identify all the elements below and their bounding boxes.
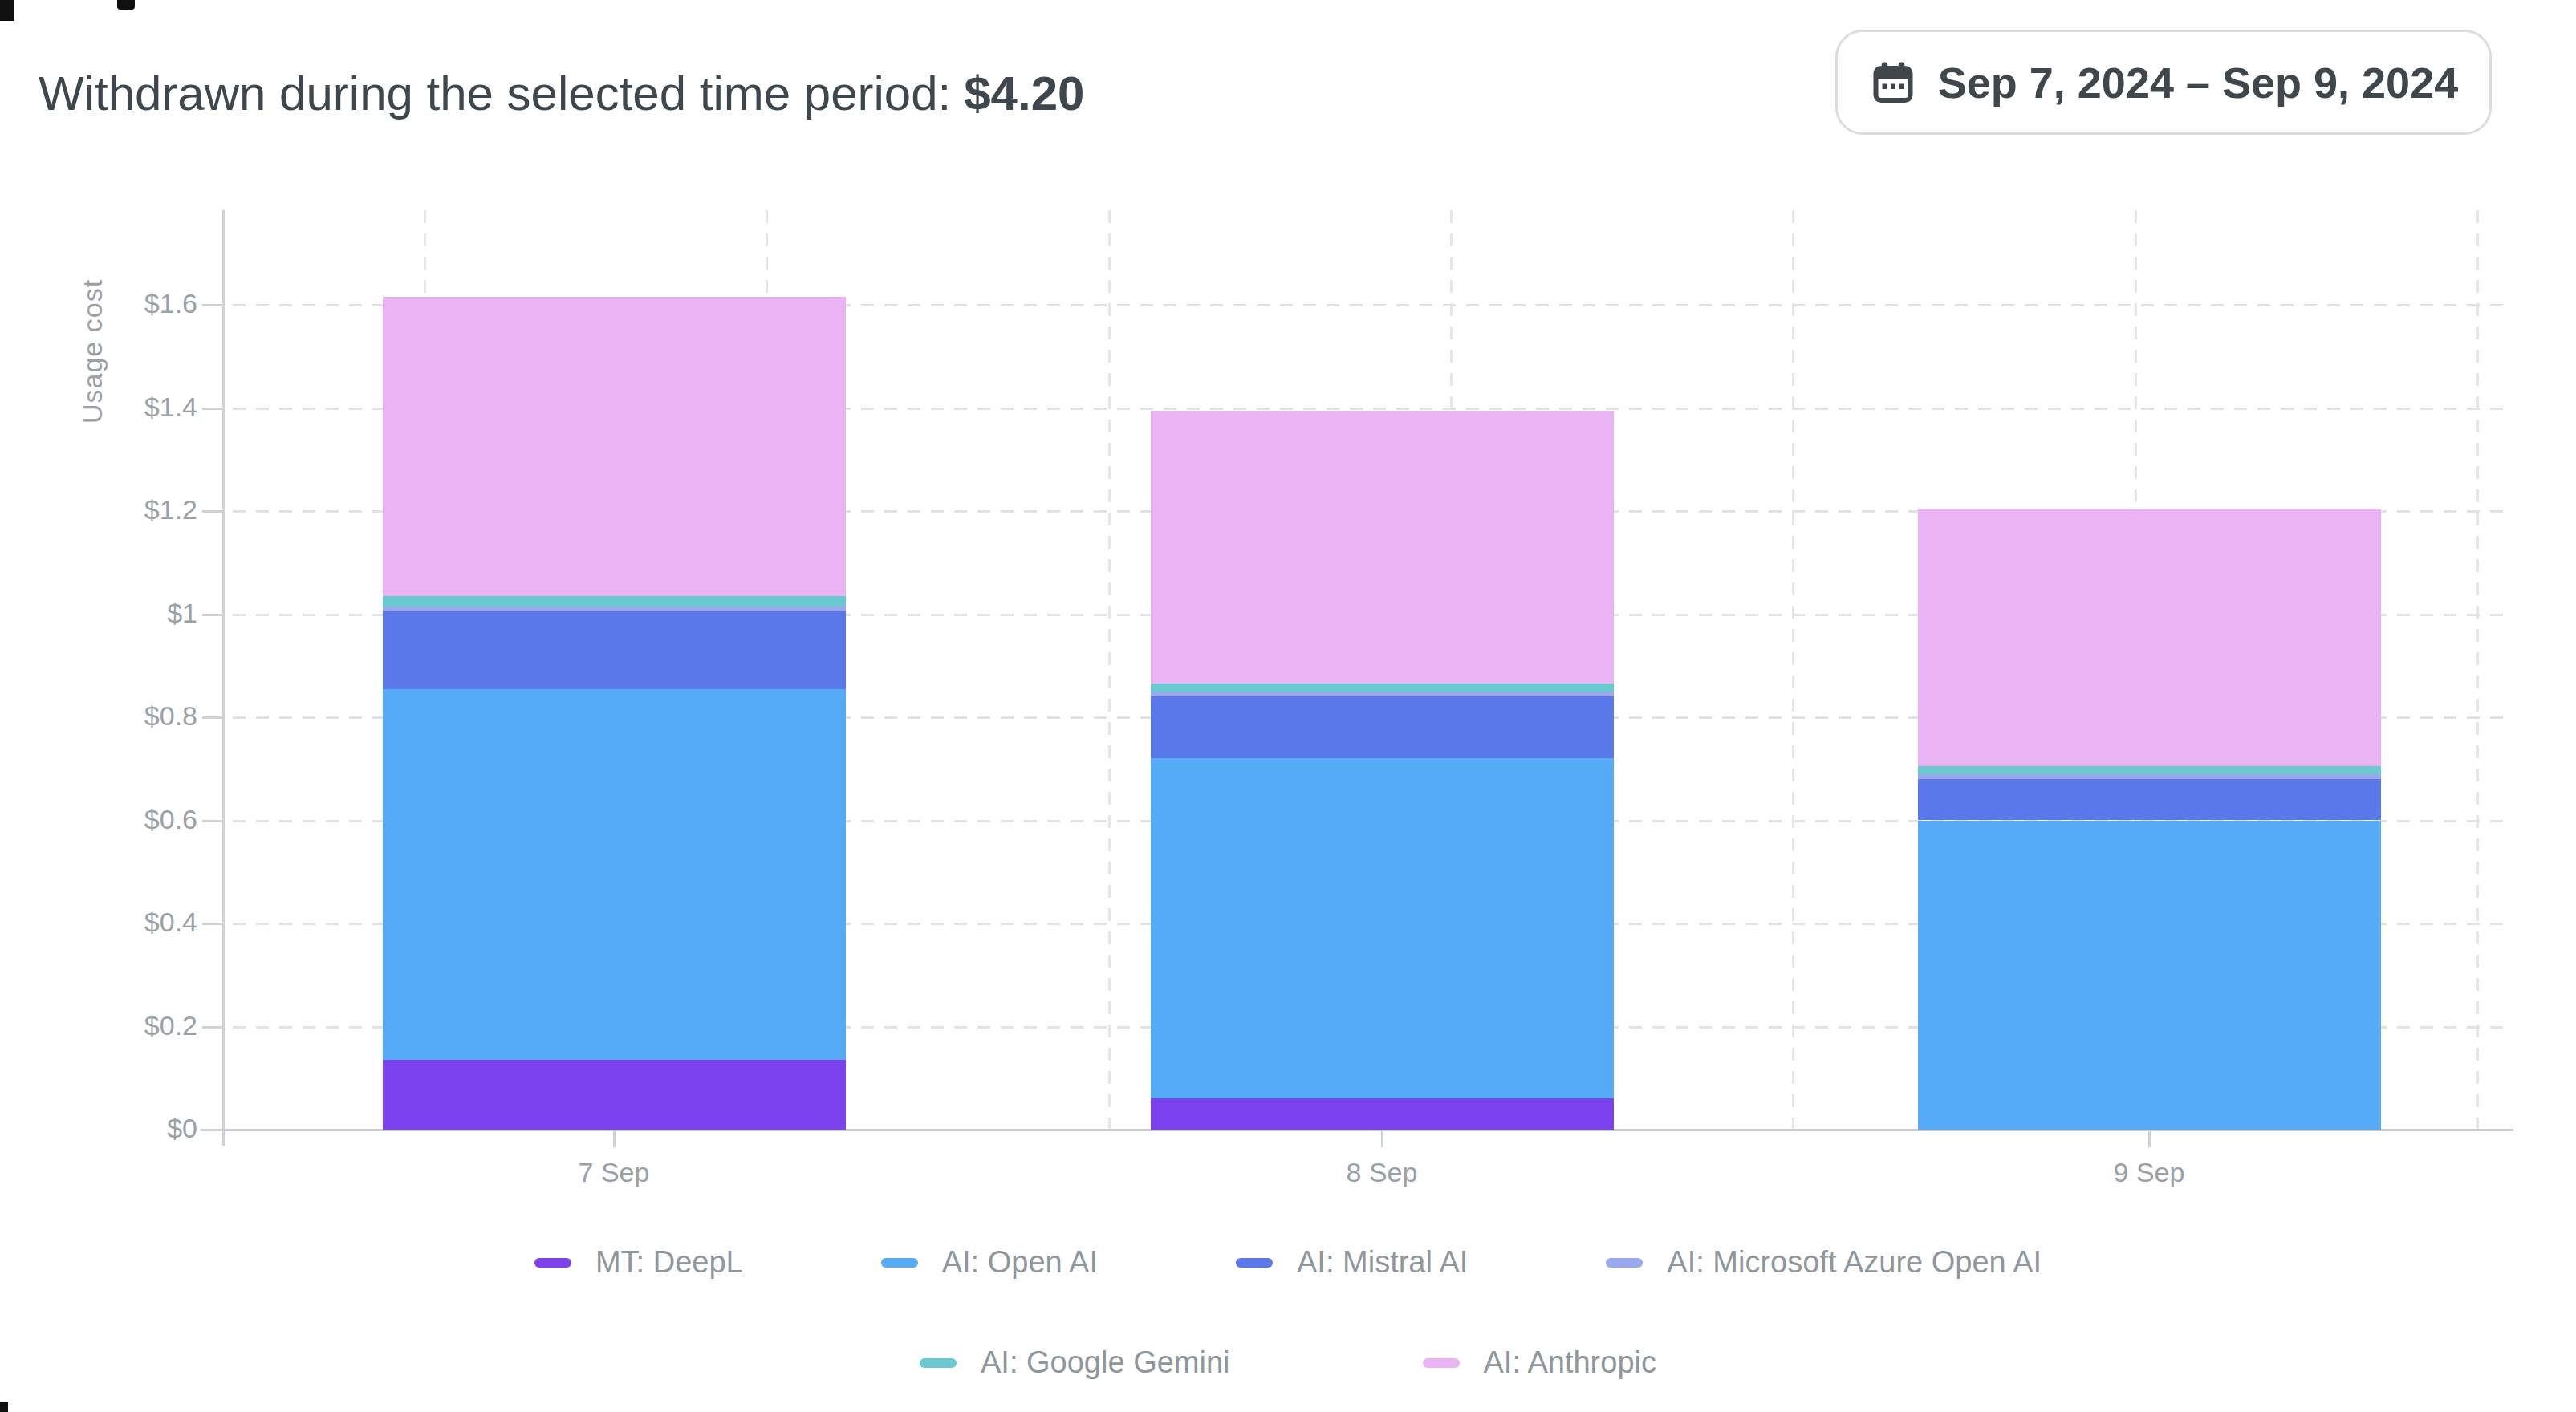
bar-segment-ai-microsoft-azure-open-ai[interactable]: [1151, 692, 1614, 696]
bar-segment-ai-google-gemini[interactable]: [1918, 766, 2381, 774]
y-tick-label: $0.6: [77, 804, 197, 835]
legend-item-ai-microsoft-azure-open-ai[interactable]: AI: Microsoft Azure Open AI: [1606, 1245, 2042, 1280]
legend-label: AI: Anthropic: [1484, 1345, 1656, 1380]
bar-segment-ai-mistral-ai[interactable]: [383, 611, 846, 688]
x-tick-label: 8 Sep: [1151, 1157, 1614, 1188]
legend-label: AI: Google Gemini: [981, 1345, 1229, 1380]
vertical-gridline: [1792, 210, 1794, 1129]
bar-segment-ai-open-ai[interactable]: [383, 689, 846, 1061]
bar-segment-ai-microsoft-azure-open-ai[interactable]: [383, 607, 846, 611]
x-axis-tick: [2148, 1130, 2151, 1147]
legend-swatch-icon: [1606, 1258, 1643, 1268]
y-tick-label: $0.4: [77, 907, 197, 938]
x-axis-tick: [613, 1130, 616, 1147]
y-axis-line: [222, 210, 225, 1146]
usage-cost-chart: Usage cost $1.6$1.4$1.2$1$0.8$0.6$0.4$0.…: [0, 0, 2576, 1412]
y-axis-tick: [202, 716, 223, 719]
bar-segment-ai-anthropic[interactable]: [1151, 411, 1614, 684]
bar-segment-ai-anthropic[interactable]: [1918, 509, 2381, 766]
legend-swatch-icon: [920, 1358, 957, 1368]
usage-cost-dashboard: Withdrawn during the selected time perio…: [0, 0, 2576, 1412]
chart-legend-row: AI: Google Gemini AI: Anthropic: [0, 1345, 2576, 1380]
x-axis-tick: [1381, 1130, 1383, 1147]
x-tick-label: 9 Sep: [1918, 1157, 2381, 1188]
legend-swatch-icon: [534, 1258, 571, 1268]
legend-swatch-icon: [881, 1258, 918, 1268]
bar-segment-mt-deepl[interactable]: [1151, 1098, 1614, 1130]
legend-swatch-icon: [1423, 1358, 1460, 1368]
y-axis-tick: [202, 614, 223, 616]
y-axis-tick: [202, 820, 223, 822]
bar-segment-ai-mistral-ai[interactable]: [1151, 696, 1614, 758]
legend-item-mt-deepl[interactable]: MT: DeepL: [534, 1245, 743, 1280]
bar-segment-ai-open-ai[interactable]: [1151, 758, 1614, 1098]
legend-item-ai-anthropic[interactable]: AI: Anthropic: [1423, 1345, 1656, 1380]
y-axis-tick: [202, 1129, 223, 1131]
legend-label: AI: Open AI: [942, 1245, 1098, 1280]
vertical-gridline: [1108, 210, 1111, 1129]
legend-label: AI: Microsoft Azure Open AI: [1667, 1245, 2042, 1280]
bar-segment-ai-google-gemini[interactable]: [383, 596, 846, 607]
bar-segment-ai-mistral-ai[interactable]: [1918, 779, 2381, 820]
legend-item-ai-google-gemini[interactable]: AI: Google Gemini: [920, 1345, 1229, 1380]
legend-label: MT: DeepL: [595, 1245, 743, 1280]
y-axis-tick: [202, 304, 223, 306]
bar-segment-mt-deepl[interactable]: [383, 1060, 846, 1130]
y-axis-tick: [202, 408, 223, 410]
y-tick-label: $1: [77, 598, 197, 629]
x-tick-label: 7 Sep: [383, 1157, 846, 1188]
legend-label: AI: Mistral AI: [1297, 1245, 1468, 1280]
y-tick-label: $1.2: [77, 494, 197, 525]
legend-item-ai-open-ai[interactable]: AI: Open AI: [881, 1245, 1098, 1280]
bar-segment-ai-open-ai[interactable]: [1918, 821, 2381, 1130]
legend-swatch-icon: [1236, 1258, 1273, 1268]
y-axis-tick: [202, 510, 223, 513]
bar-segment-ai-anthropic[interactable]: [383, 297, 846, 596]
y-tick-label: $1.6: [77, 288, 197, 319]
bar-segment-ai-google-gemini[interactable]: [1151, 684, 1614, 692]
chart-legend-row: MT: DeepL AI: Open AI AI: Mistral AI AI: Mi…: [0, 1245, 2576, 1280]
y-tick-label: $1.4: [77, 392, 197, 423]
y-tick-label: $0: [77, 1113, 197, 1144]
y-tick-label: $0.2: [77, 1010, 197, 1041]
legend-item-ai-mistral-ai[interactable]: AI: Mistral AI: [1236, 1245, 1468, 1280]
y-tick-label: $0.8: [77, 700, 197, 732]
y-axis-tick: [202, 1026, 223, 1029]
bar-segment-ai-microsoft-azure-open-ai[interactable]: [1918, 774, 2381, 779]
y-axis-tick: [202, 923, 223, 925]
vertical-gridline: [2476, 210, 2479, 1129]
